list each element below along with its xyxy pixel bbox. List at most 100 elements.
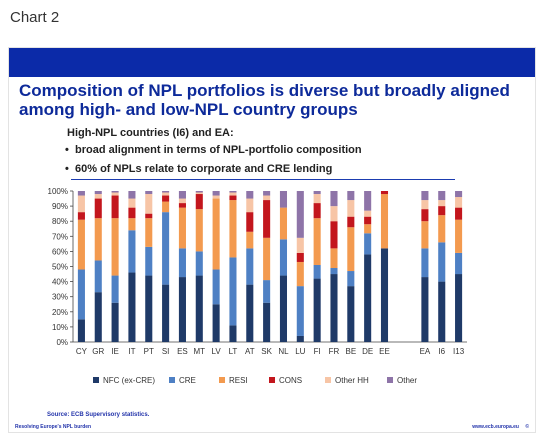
bar-segment-cons — [347, 216, 355, 228]
x-tick-label: LT — [229, 347, 238, 356]
bar-segment-cre — [313, 264, 321, 279]
bar-segment-nfc-ex-cre — [111, 302, 119, 342]
bar-segment-cre — [330, 268, 338, 275]
bar-segment-other-hh — [111, 192, 119, 196]
stacked-bar-chart: 0% 10% 20% 30% 40% 50% 60% 70% 80% 90% 100% CY GR IE I… — [48, 187, 467, 385]
bar-segment-other-hh — [421, 200, 429, 210]
source-note: Source: ECB Supervisory statistics. — [47, 412, 150, 418]
y-tick-label: 30% — [52, 293, 68, 302]
bar-segment-cons — [330, 221, 338, 249]
bar-segment-cons — [145, 213, 153, 219]
x-tick-label: PT — [144, 347, 154, 356]
x-tick-label: LU — [295, 347, 305, 356]
x-tick-label: MT — [194, 347, 206, 356]
bar-segment-nfc-ex-cre — [438, 281, 446, 342]
bar-segment-cons — [296, 252, 304, 262]
bar-segment-cons — [111, 195, 119, 219]
bar-segment-other — [178, 191, 186, 199]
legend-swatch — [269, 377, 275, 383]
bar-segment-other — [313, 191, 321, 195]
bar-segment-cre — [145, 246, 153, 276]
bar-segment-nfc-ex-cre — [380, 248, 389, 342]
chart-caption: Chart 2 — [10, 9, 60, 26]
bar-segment-nfc-ex-cre — [178, 277, 186, 342]
bar-segment-other — [347, 191, 355, 201]
y-tick-label: 50% — [52, 263, 68, 272]
bar-segment-other-hh — [364, 210, 372, 217]
bar-segment-cre — [296, 286, 304, 336]
bar-segment-cre — [195, 251, 203, 276]
bar-segment-cons — [313, 203, 321, 219]
bar-segment-cons — [438, 206, 446, 216]
bar-segment-resi — [111, 218, 119, 276]
bar-segment-nfc-ex-cre — [421, 277, 429, 342]
x-tick-label: FR — [329, 347, 340, 356]
legend-label: Other — [397, 376, 417, 385]
bar-segment-cons — [195, 194, 203, 210]
bar-segment-nfc-ex-cre — [313, 278, 321, 342]
bar-segment-nfc-ex-cre — [94, 292, 102, 342]
bar-segment-cre — [94, 260, 102, 293]
legend-swatch — [219, 377, 225, 383]
bar-segment-other-hh — [263, 195, 271, 201]
y-tick-label: 0% — [56, 338, 68, 347]
bar-segment-cons — [455, 207, 463, 220]
slide-subtitle: High-NPL countries (I6) and EA: — [67, 127, 234, 139]
y-tick-label: 80% — [52, 217, 68, 226]
bar-segment-other — [279, 191, 288, 208]
bar-segment-cre — [455, 252, 463, 275]
y-tick-label: 20% — [52, 308, 68, 317]
bar-segment-nfc-ex-cre — [128, 272, 136, 342]
bullet-text: 60% of NPLs relate to corporate and CRE … — [75, 163, 333, 175]
bar-segment-cons — [77, 212, 85, 220]
bar-segment-other — [195, 191, 203, 193]
bar-segment-resi — [380, 194, 389, 249]
legend-label: RESI — [229, 376, 248, 385]
bar-segment-resi — [162, 201, 170, 213]
x-tick-label: SK — [261, 347, 272, 356]
x-tick-label: BE — [345, 347, 356, 356]
bar-segment-resi — [94, 218, 102, 261]
legend-swatch — [387, 377, 393, 383]
slide-header-band — [9, 48, 535, 77]
bar-segment-other — [77, 191, 85, 196]
bar-segment-resi — [178, 207, 186, 249]
bar-segment-nfc-ex-cre — [246, 284, 254, 342]
x-tick-label: AT — [245, 347, 255, 356]
bar-segment-nfc-ex-cre — [296, 335, 304, 342]
footer-page-number: © — [525, 424, 529, 430]
bar-segment-resi — [195, 209, 203, 252]
x-tick-label: IE — [111, 347, 119, 356]
bar-segment-cons — [246, 212, 254, 232]
bar-segment-cre — [212, 269, 220, 305]
bar-segment-resi — [145, 218, 153, 247]
bar-segment-nfc-ex-cre — [347, 286, 355, 342]
bar-segment-other-hh — [313, 194, 321, 204]
bar-segment-other — [162, 191, 170, 193]
bar-segment-other-hh — [128, 198, 136, 208]
legend-swatch — [93, 377, 99, 383]
bar-segment-resi — [77, 219, 85, 270]
legend-label: Other HH — [335, 376, 369, 385]
bar-segment-cre — [279, 239, 288, 276]
legend-swatch — [325, 377, 331, 383]
bar-segment-resi — [455, 219, 463, 253]
bar-segment-cons — [94, 198, 102, 219]
bullet-glyph: • — [65, 163, 69, 175]
bar-segment-nfc-ex-cre — [330, 274, 338, 342]
bar-segment-other — [229, 191, 237, 193]
bar-segment-cons — [128, 207, 136, 219]
bar-segment-other — [145, 191, 153, 195]
bar-segment-nfc-ex-cre — [263, 302, 271, 342]
bar-segment-other-hh — [162, 192, 170, 196]
bar-segment-resi — [364, 224, 372, 234]
legend-label: CRE — [179, 376, 196, 385]
bar-segment-other-hh — [347, 200, 355, 217]
bar-segment-nfc-ex-cre — [455, 274, 463, 342]
bar-segment-nfc-ex-cre — [195, 275, 203, 342]
bar-segment-cons — [380, 191, 389, 195]
x-tick-label: IT — [128, 347, 135, 356]
bar-segment-nfc-ex-cre — [162, 284, 170, 342]
x-tick-label: NL — [278, 347, 289, 356]
y-tick-label: 40% — [52, 278, 68, 287]
